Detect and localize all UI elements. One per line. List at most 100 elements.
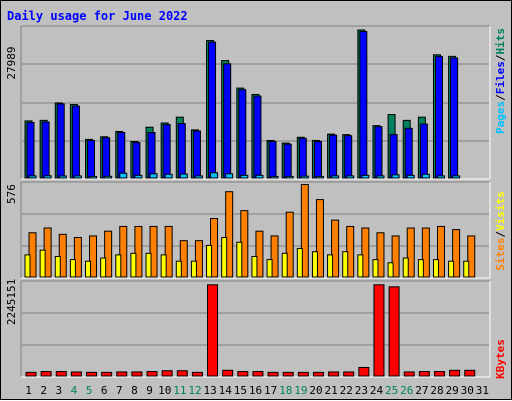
files-bar <box>117 132 126 179</box>
visits-bar <box>190 260 197 278</box>
kbytes-bar <box>222 369 234 377</box>
files-bar <box>434 55 443 179</box>
pages-bar <box>391 174 400 179</box>
visits-bar <box>463 260 470 278</box>
day-label: 28 <box>430 384 443 397</box>
visits-bar <box>221 237 228 278</box>
sites-bar <box>406 227 415 278</box>
pages-bar <box>331 175 340 179</box>
visits-bar <box>387 262 394 278</box>
day-label: 26 <box>400 384 413 397</box>
pages-bar <box>436 175 445 179</box>
day-label: 17 <box>264 384 277 397</box>
files-bar <box>419 123 428 179</box>
sites-bar <box>376 232 385 278</box>
kbytes-bar <box>40 371 52 377</box>
kbytes-bar <box>86 371 98 377</box>
pages-bar <box>179 173 188 179</box>
day-label: 23 <box>355 384 368 397</box>
files-bar <box>147 132 156 179</box>
files-bar <box>283 143 292 179</box>
sites-bar <box>300 184 309 278</box>
files-bar <box>26 121 35 179</box>
visits-bar <box>342 251 349 278</box>
sites-bar <box>467 235 476 278</box>
pages-bar <box>119 172 128 179</box>
legend-separator: / <box>494 54 507 61</box>
kbytes-bar <box>267 371 279 377</box>
kbytes-bar <box>55 371 67 377</box>
pages-bar <box>149 173 158 179</box>
sites-bar <box>104 230 113 278</box>
sites-bar <box>315 199 324 278</box>
day-label: 29 <box>446 384 459 397</box>
sites-bar <box>255 230 264 278</box>
files-bar <box>404 127 413 179</box>
visits-bar <box>206 244 213 278</box>
pages-bar <box>134 174 143 179</box>
kbytes-bar <box>282 371 294 377</box>
kbytes-bar <box>252 371 264 377</box>
pages-bar <box>210 172 219 179</box>
sites-bar <box>194 240 203 278</box>
day-label: 10 <box>158 384 171 397</box>
pages-bar <box>285 175 294 179</box>
files-bar <box>389 134 398 179</box>
pages-bar <box>28 175 37 179</box>
files-bar <box>162 124 171 179</box>
day-label: 15 <box>234 384 247 397</box>
visits-bar <box>327 254 334 278</box>
files-bar <box>238 89 247 179</box>
files-bar <box>71 105 80 179</box>
sites-bar <box>73 237 82 278</box>
pages-bar <box>225 173 234 179</box>
kbytes-bar <box>237 371 249 377</box>
visits-bar <box>130 252 137 278</box>
day-label: 7 <box>116 384 123 397</box>
pages-bar <box>240 174 249 179</box>
files-bar <box>208 41 217 179</box>
day-label: 3 <box>56 384 63 397</box>
legend-files: Files <box>494 61 507 94</box>
visits-bar <box>448 260 455 278</box>
files-bar <box>223 63 232 179</box>
kbytes-bar <box>343 371 355 377</box>
visits-bar <box>115 254 122 278</box>
sites-bar <box>179 240 188 278</box>
pages-bar <box>194 175 203 179</box>
kbytes-bar <box>176 370 188 377</box>
visits-bar <box>266 259 273 278</box>
legend-pages: Pages <box>494 101 507 134</box>
pages-bar <box>300 175 309 179</box>
panel-1-legend: Pages/Files/Hits <box>494 28 507 134</box>
visits-bar <box>145 252 152 278</box>
visits-bar <box>372 259 379 278</box>
kbytes-bar <box>146 371 158 377</box>
day-label: 4 <box>71 384 78 397</box>
sites-bar <box>331 219 340 278</box>
day-label: 1 <box>25 384 32 397</box>
legend-hits: Hits <box>494 28 507 55</box>
day-label: 22 <box>340 384 353 397</box>
files-bar <box>374 126 383 179</box>
day-label: 25 <box>385 384 398 397</box>
visits-bar <box>24 254 31 278</box>
visits-bar <box>85 260 92 278</box>
day-label: 11 <box>173 384 186 397</box>
visits-bar <box>160 254 167 278</box>
day-label: 19 <box>294 384 307 397</box>
kbytes-bar <box>207 284 219 377</box>
day-label: 13 <box>203 384 216 397</box>
day-label: 6 <box>101 384 108 397</box>
day-label: 14 <box>219 384 233 397</box>
files-bar <box>192 130 201 179</box>
files-bar <box>87 139 96 179</box>
legend-visits: Visits <box>494 191 507 231</box>
pages-bar <box>376 175 385 179</box>
sites-bar <box>89 235 98 278</box>
sites-bar <box>134 225 143 278</box>
legend-kbytes: KBytes <box>494 339 507 379</box>
kbytes-bar <box>25 371 37 377</box>
